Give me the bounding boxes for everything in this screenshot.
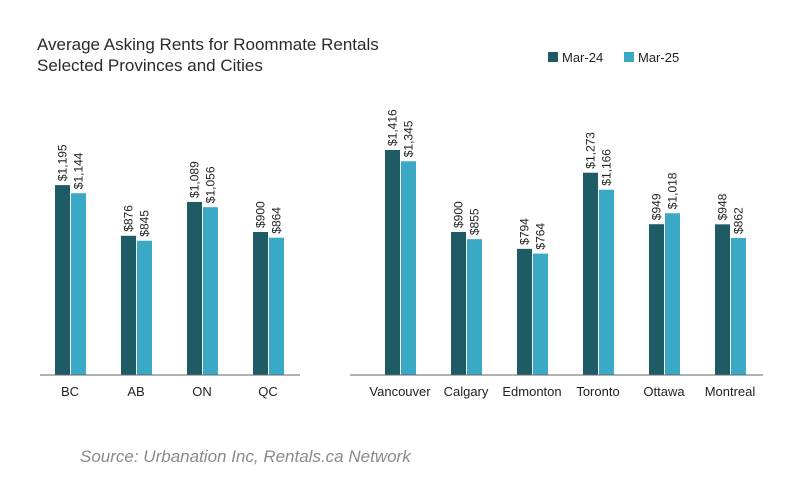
- value-label-bc-mar-25: $1,144: [72, 152, 86, 189]
- legend-swatch-mar-24: [548, 52, 558, 62]
- value-label-vancouver-mar-24: $1,416: [386, 109, 400, 146]
- category-labels-group: BC AB ON QC Vancouver Calgary Edmonton Toronto O…: [61, 384, 755, 399]
- category-label-bc: BC: [61, 384, 79, 399]
- bar-vancouver-mar-24: [385, 150, 400, 375]
- value-label-on-mar-25: $1,056: [204, 166, 218, 203]
- bar-qc-mar-24: [253, 231, 268, 375]
- bar-toronto-mar-25: [599, 189, 614, 375]
- bar-ab-mar-24: [121, 235, 136, 375]
- source-note: Source: Urbanation Inc, Rentals.ca Netwo…: [80, 447, 412, 466]
- value-label-edmonton-mar-25: $764: [534, 223, 548, 250]
- value-label-qc-mar-25: $864: [270, 207, 284, 234]
- bar-vancouver-mar-25: [401, 161, 416, 375]
- bar-edmonton-mar-24: [517, 248, 532, 375]
- bar-ab-mar-25: [137, 240, 152, 375]
- bar-calgary-mar-25: [467, 239, 482, 375]
- category-label-toronto: Toronto: [576, 384, 619, 399]
- category-label-ab: AB: [127, 384, 144, 399]
- value-label-bc-mar-24: $1,195: [56, 144, 70, 181]
- category-label-montreal: Montreal: [705, 384, 756, 399]
- bar-bc-mar-24: [55, 185, 70, 375]
- value-label-toronto-mar-25: $1,166: [600, 149, 614, 186]
- bar-on-mar-24: [187, 201, 202, 375]
- category-label-vancouver: Vancouver: [369, 384, 431, 399]
- bars-group: [55, 150, 746, 375]
- value-label-ottawa-mar-25: $1,018: [666, 172, 680, 209]
- value-label-vancouver-mar-25: $1,345: [402, 120, 416, 157]
- bar-qc-mar-25: [269, 237, 284, 375]
- category-label-on: ON: [192, 384, 212, 399]
- bar-edmonton-mar-25: [533, 253, 548, 375]
- chart-subtitle: Selected Provinces and Cities: [37, 56, 263, 75]
- value-label-ottawa-mar-24: $949: [650, 193, 664, 220]
- value-label-ab-mar-24: $876: [122, 205, 136, 232]
- bar-montreal-mar-24: [715, 224, 730, 375]
- value-label-montreal-mar-24: $948: [716, 193, 730, 220]
- value-label-on-mar-24: $1,089: [188, 161, 202, 198]
- legend-label-mar-24: Mar-24: [562, 50, 603, 65]
- value-label-calgary-mar-25: $855: [468, 208, 482, 235]
- legend-swatch-mar-25: [624, 52, 634, 62]
- value-label-edmonton-mar-24: $794: [518, 218, 532, 245]
- category-label-edmonton: Edmonton: [502, 384, 561, 399]
- value-label-calgary-mar-24: $900: [452, 201, 466, 228]
- legend: Mar-24 Mar-25: [548, 50, 679, 65]
- value-label-montreal-mar-25: $862: [732, 207, 746, 234]
- value-label-qc-mar-24: $900: [254, 201, 268, 228]
- bar-ottawa-mar-25: [665, 213, 680, 375]
- bar-ottawa-mar-24: [649, 224, 664, 375]
- bar-calgary-mar-24: [451, 231, 466, 375]
- value-label-ab-mar-25: $845: [138, 210, 152, 237]
- chart-title: Average Asking Rents for Roommate Rental…: [37, 35, 379, 54]
- bar-toronto-mar-24: [583, 172, 598, 375]
- category-label-qc: QC: [258, 384, 278, 399]
- legend-label-mar-25: Mar-25: [638, 50, 679, 65]
- bar-on-mar-25: [203, 207, 218, 375]
- value-labels-group: $1,195 $1,144$876 $845$1,089 $1,056$900 $864…: [56, 109, 746, 250]
- value-label-toronto-mar-24: $1,273: [584, 132, 598, 169]
- bar-bc-mar-25: [71, 193, 86, 375]
- category-label-calgary: Calgary: [444, 384, 489, 399]
- bar-montreal-mar-25: [731, 238, 746, 375]
- category-label-ottawa: Ottawa: [643, 384, 685, 399]
